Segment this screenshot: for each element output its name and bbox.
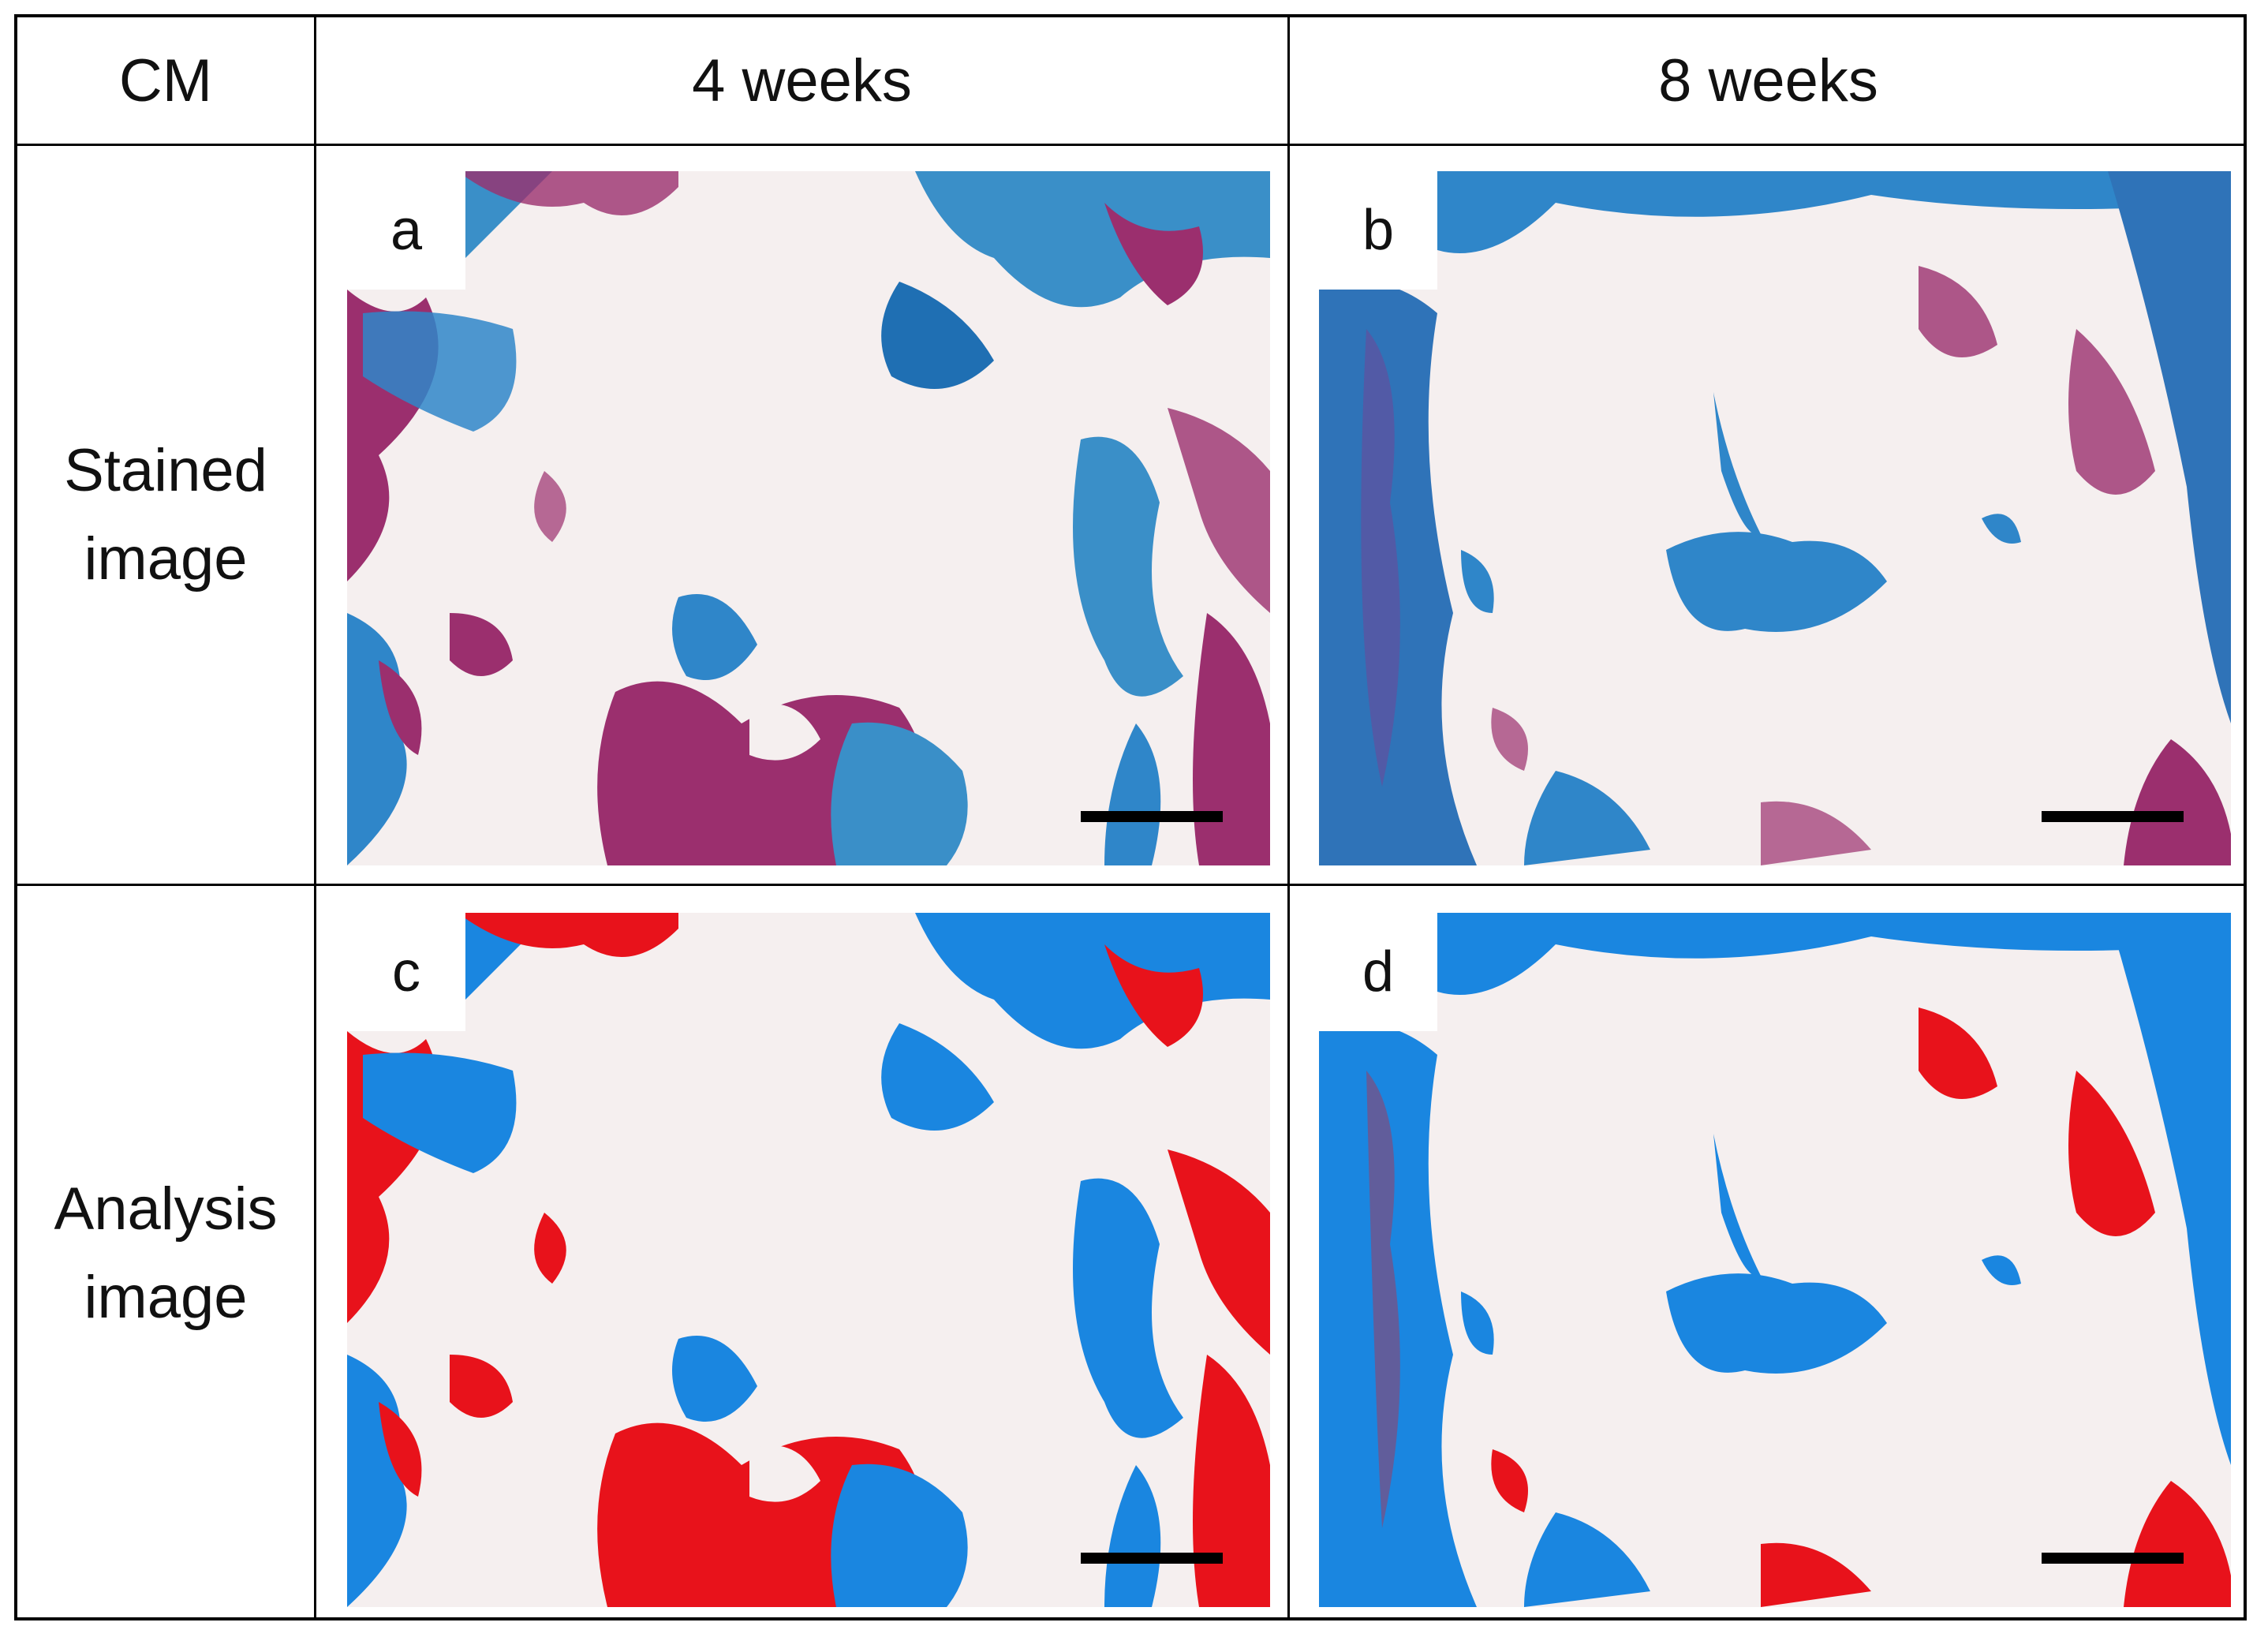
grid-vline-2	[1287, 17, 1290, 1617]
row-label-stained: Stained image	[17, 146, 314, 884]
scale-bar-b	[2042, 811, 2184, 822]
row-label-analysis-line2: image	[84, 1263, 248, 1331]
panel-a-stained-4wk: a	[347, 171, 1270, 865]
panel-a-image	[347, 171, 1270, 865]
header-8-weeks: 8 weeks	[1658, 47, 1878, 114]
row-label-analysis-line1: Analysis	[54, 1175, 278, 1243]
panel-d-analysis-8wk: d	[1319, 913, 2231, 1607]
row-label-analysis: Analysis image	[17, 886, 314, 1620]
header-corner: CM	[118, 47, 213, 114]
panel-a-label: a	[347, 171, 465, 290]
scale-bar-d	[2042, 1553, 2184, 1564]
panel-c-label: c	[347, 913, 465, 1031]
row-label-stained-line2: image	[84, 525, 248, 592]
panel-c-image	[347, 913, 1270, 1607]
panel-d-image	[1319, 913, 2231, 1607]
scale-bar-c	[1081, 1553, 1223, 1564]
row-label-stained-line1: Stained	[64, 436, 267, 504]
panel-d-label: d	[1319, 913, 1437, 1031]
panel-b-image	[1319, 171, 2231, 865]
panel-b-stained-8wk: b	[1319, 171, 2231, 865]
panel-c-analysis-4wk: c	[347, 913, 1270, 1607]
scale-bar-a	[1081, 811, 1223, 822]
grid-vline-1	[314, 17, 316, 1617]
figure-table: CM 4 weeks 8 weeks Stained image Analysi…	[14, 14, 2247, 1620]
header-4-weeks: 4 weeks	[692, 47, 912, 114]
grid-hline-1	[17, 144, 2244, 146]
panel-b-label: b	[1319, 171, 1437, 290]
grid-hline-2	[17, 884, 2244, 886]
